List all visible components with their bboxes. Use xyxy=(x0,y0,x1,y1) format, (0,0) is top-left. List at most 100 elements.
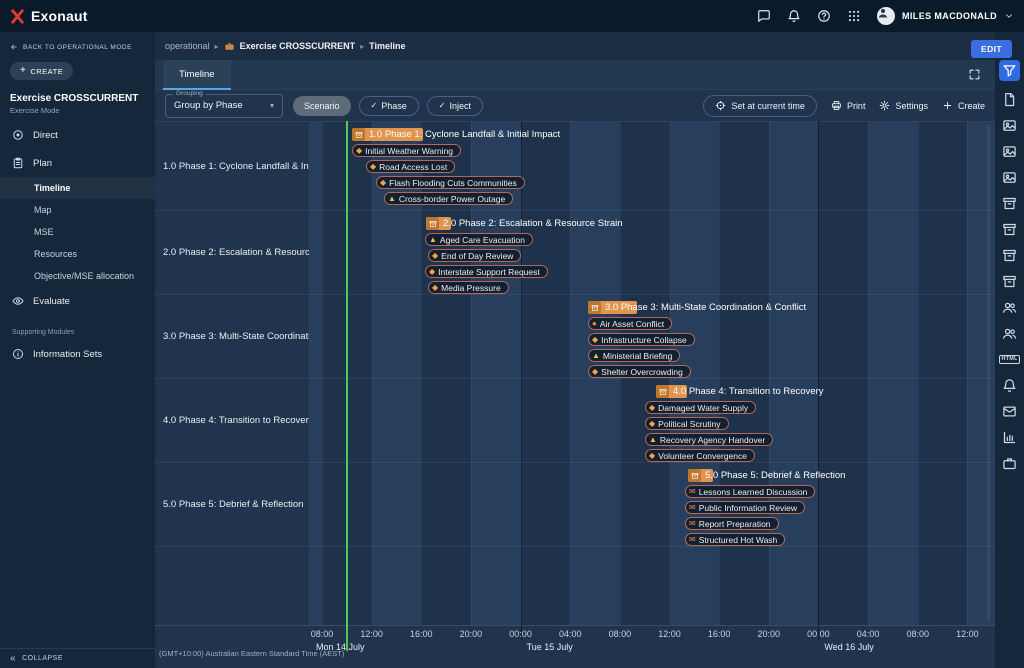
inject-chip[interactable]: ◆End of Day Review xyxy=(428,249,521,262)
inject-chip[interactable]: ✉Structured Hot Wash xyxy=(685,533,785,546)
phase-bar[interactable]: 2.0 Phase 2: Escalation & Resource Strai… xyxy=(426,217,451,230)
inject-chip[interactable]: ▲Aged Care Evacuation xyxy=(425,233,533,246)
phase-bar[interactable]: 4.0 Phase 4: Transition to Recovery xyxy=(656,385,687,398)
breadcrumb-exercise[interactable]: Exercise CROSSCURRENT xyxy=(240,41,356,51)
sidebar-item-label: Evaluate xyxy=(33,296,70,307)
inject-chip[interactable]: ◆Media Pressure xyxy=(428,281,509,294)
chat-icon[interactable] xyxy=(757,9,771,23)
filter-chip-scenario[interactable]: Scenario xyxy=(293,96,351,116)
diamond-icon: ◆ xyxy=(432,284,438,292)
inject-chip[interactable]: ◆Flash Flooding Cuts Communities xyxy=(376,176,525,189)
sidebar-item-direct[interactable]: Direct xyxy=(0,121,155,149)
briefcase-icon[interactable] xyxy=(1002,456,1017,471)
inject-chip[interactable]: ✉Public Information Review xyxy=(685,501,805,514)
axis-day-label: Wed 16 July xyxy=(824,642,873,652)
action-label: Set at current time xyxy=(731,101,805,111)
inject-chip[interactable]: ◆Initial Weather Warning xyxy=(352,144,461,157)
sidebar-item-plan[interactable]: Plan xyxy=(0,149,155,177)
phase-bar[interactable]: 5.0 Phase 5: Debrief & Reflection xyxy=(688,469,713,482)
warning-icon: ▲ xyxy=(388,195,396,203)
sidebar: BACK TO OPERATIONAL MODE + CREATE Exerci… xyxy=(0,32,155,668)
sidebar-item-objective-mse-allocation[interactable]: Objective/MSE allocation xyxy=(0,265,155,287)
inject-label: Ministerial Briefing xyxy=(603,351,672,361)
filter-chip-phase[interactable]: ✓Phase xyxy=(359,96,419,116)
users-icon[interactable] xyxy=(1002,300,1017,315)
html-icon[interactable]: HTML xyxy=(1002,352,1017,367)
gear-icon xyxy=(879,100,890,111)
envelope-icon: ✉ xyxy=(689,520,696,528)
print-button[interactable]: Print xyxy=(831,100,866,111)
file-icon[interactable] xyxy=(1002,92,1017,107)
sidebar-item-resources[interactable]: Resources xyxy=(0,243,155,265)
sidebar-item-mse[interactable]: MSE xyxy=(0,221,155,243)
inject-chip[interactable]: ◆Interstate Support Request xyxy=(425,265,548,278)
image-icon[interactable] xyxy=(1002,170,1017,185)
edit-button[interactable]: EDIT xyxy=(971,40,1012,58)
exercise-title: Exercise CROSSCURRENT xyxy=(0,84,155,104)
brand-name: Exonaut xyxy=(31,8,88,24)
back-to-operational-mode[interactable]: BACK TO OPERATIONAL MODE xyxy=(0,32,155,55)
create-button[interactable]: Create xyxy=(942,100,985,111)
set-at-current-time-button[interactable]: Set at current time xyxy=(703,95,817,117)
check-icon: ✓ xyxy=(439,101,446,110)
inject-chip[interactable]: ◆Road Access Lost xyxy=(366,160,455,173)
user-menu[interactable]: MILES MACDONALD xyxy=(877,7,1014,25)
archive-icon[interactable] xyxy=(1002,222,1017,237)
phase-bar[interactable]: 3.0 Phase 3: Multi-State Coordination & … xyxy=(588,301,637,314)
archive-icon[interactable] xyxy=(1002,196,1017,211)
bell-icon[interactable] xyxy=(787,9,801,23)
axis-tick-label: 12:00 xyxy=(352,629,392,639)
html-icon-label: HTML xyxy=(999,355,1019,365)
users-icon[interactable] xyxy=(1002,326,1017,341)
help-icon[interactable] xyxy=(817,9,831,23)
collapse-button[interactable]: « COLLAPSE xyxy=(0,648,155,668)
sidebar-item-label: Plan xyxy=(33,158,52,169)
chart-icon[interactable] xyxy=(1002,430,1017,445)
tab-timeline[interactable]: Timeline xyxy=(163,60,231,90)
diamond-icon: ◆ xyxy=(649,420,655,428)
inject-chip[interactable]: ▲Ministerial Briefing xyxy=(588,349,680,362)
image-icon[interactable] xyxy=(1002,118,1017,133)
grid-tick-line xyxy=(967,122,968,625)
inject-chip[interactable]: ◆Volunteer Convergence xyxy=(645,449,755,462)
right-toolbar: HTML xyxy=(995,32,1024,668)
inject-chip[interactable]: ✉Lessons Learned Discussion xyxy=(685,485,815,498)
plan-icon xyxy=(12,157,24,169)
bell-icon[interactable] xyxy=(1002,378,1017,393)
inject-chip[interactable]: ▲Cross-border Power Outage xyxy=(384,192,513,205)
breadcrumb-operational[interactable]: operational xyxy=(165,41,210,51)
grouping-select[interactable]: Grouping Group by Phase ▾ xyxy=(165,94,283,118)
apps-icon[interactable] xyxy=(847,9,861,23)
sidebar-menu: Direct Plan TimelineMapMSEResourcesObjecti… xyxy=(0,121,155,315)
inject-chip[interactable]: ▲Recovery Agency Handover xyxy=(645,433,773,446)
settings-button[interactable]: Settings xyxy=(879,100,928,111)
avatar xyxy=(877,7,895,25)
filter-chip-inject[interactable]: ✓Inject xyxy=(427,96,483,116)
plus-icon: + xyxy=(20,66,26,76)
breadcrumb-page[interactable]: Timeline xyxy=(369,41,405,51)
image-icon[interactable] xyxy=(1002,144,1017,159)
inject-chip[interactable]: ✉Report Preparation xyxy=(685,517,779,530)
grouping-value: Group by Phase xyxy=(174,100,243,111)
phase-bar[interactable]: 1.0 Phase 1: Cyclone Landfall & Initial … xyxy=(352,128,423,141)
inject-label: End of Day Review xyxy=(441,251,513,261)
vertical-scrollbar[interactable] xyxy=(987,124,990,622)
create-button[interactable]: + CREATE xyxy=(10,62,73,80)
inject-chip[interactable]: ◆Damaged Water Supply xyxy=(645,401,756,414)
inject-chip[interactable]: ●Air Asset Conflict xyxy=(588,317,672,330)
filter-icon[interactable] xyxy=(999,60,1020,81)
inject-chip[interactable]: ◆Infrastructure Collapse xyxy=(588,333,695,346)
fullscreen-icon[interactable] xyxy=(968,68,981,81)
archive-icon[interactable] xyxy=(1002,274,1017,289)
brand-logo[interactable]: Exonaut xyxy=(10,8,88,24)
mail-icon[interactable] xyxy=(1002,404,1017,419)
sidebar-item-evaluate[interactable]: Evaluate xyxy=(0,287,155,315)
inject-chip[interactable]: ◆Shelter Overcrowding xyxy=(588,365,691,378)
sidebar-item-map[interactable]: Map xyxy=(0,199,155,221)
axis-tick-label: 08:00 xyxy=(898,629,938,639)
inject-chip[interactable]: ◆Political Scrutiny xyxy=(645,417,729,430)
sidebar-item-timeline[interactable]: Timeline xyxy=(0,177,155,199)
diamond-icon: ◆ xyxy=(649,404,655,412)
archive-icon[interactable] xyxy=(1002,248,1017,263)
sidebar-item-information-sets[interactable]: Information Sets xyxy=(0,340,155,368)
